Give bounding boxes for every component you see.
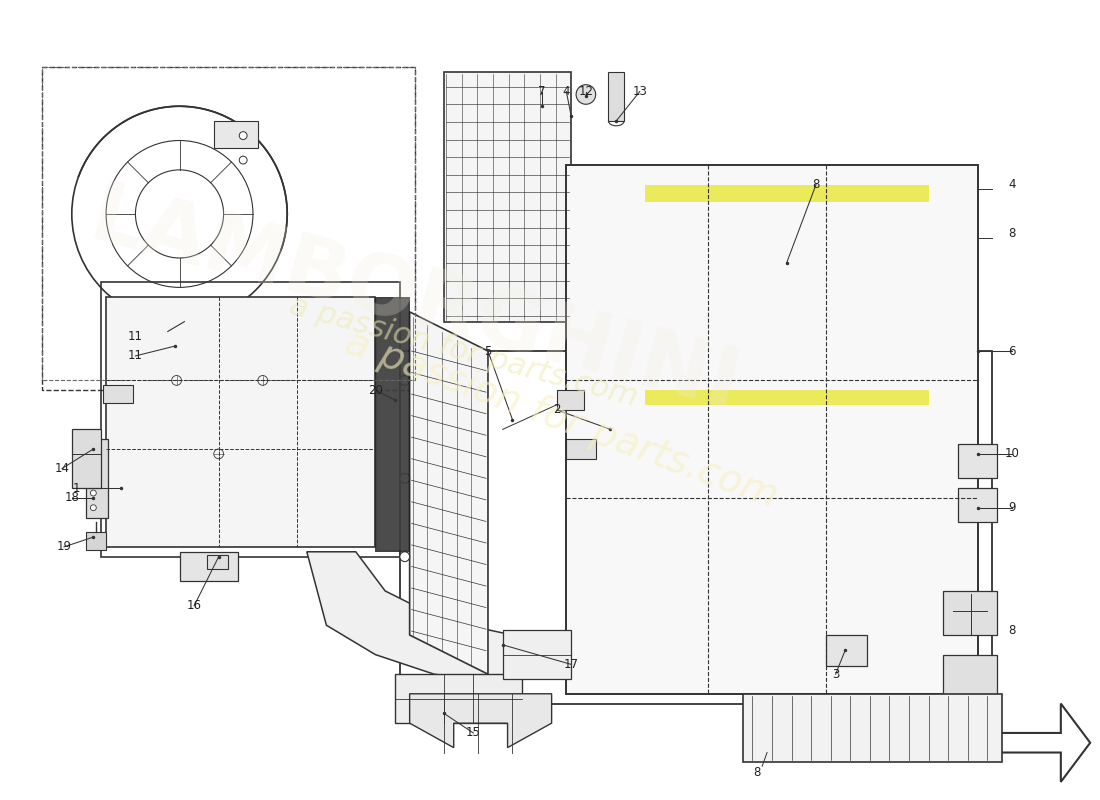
Bar (958, 444, 998, 478)
Bar (645, 185, 928, 202)
Bar (826, 635, 867, 666)
Circle shape (90, 505, 97, 510)
Bar (87, 532, 106, 550)
Text: 2: 2 (553, 403, 560, 416)
Text: 5: 5 (484, 345, 492, 358)
Circle shape (90, 490, 97, 496)
Bar (43, 67, 415, 381)
Circle shape (239, 132, 248, 139)
Bar (179, 552, 239, 581)
Text: a passion for parts.com: a passion for parts.com (340, 323, 783, 516)
Circle shape (239, 156, 248, 164)
Text: 9: 9 (1008, 502, 1015, 514)
Text: a passion for parts.com: a passion for parts.com (286, 290, 641, 411)
Text: 4: 4 (1008, 178, 1015, 191)
Text: 12: 12 (579, 85, 593, 98)
Text: 10: 10 (1004, 447, 1020, 460)
Circle shape (90, 451, 97, 457)
Circle shape (576, 85, 596, 104)
Bar (377, 299, 408, 550)
Text: 1: 1 (73, 482, 80, 494)
Text: 15: 15 (465, 726, 481, 739)
Text: 8: 8 (754, 766, 761, 778)
Text: LAMBORGHINI: LAMBORGHINI (81, 176, 748, 428)
Bar (645, 390, 928, 405)
Circle shape (399, 375, 409, 386)
Bar (207, 554, 229, 570)
Bar (503, 630, 571, 679)
Text: 19: 19 (56, 540, 72, 554)
Text: 11: 11 (128, 330, 143, 343)
Bar (944, 654, 998, 698)
Bar (87, 439, 108, 518)
Bar (375, 297, 409, 552)
Text: 8: 8 (1009, 227, 1015, 240)
Text: 6: 6 (1008, 345, 1015, 358)
Text: 17: 17 (563, 658, 579, 671)
Text: 11: 11 (128, 350, 143, 362)
Polygon shape (444, 72, 571, 322)
Circle shape (90, 470, 97, 476)
Text: 4: 4 (562, 85, 570, 98)
Polygon shape (742, 694, 1002, 762)
Bar (566, 439, 596, 458)
Text: 20: 20 (367, 384, 383, 397)
Bar (43, 67, 415, 390)
Text: 18: 18 (65, 491, 79, 505)
Bar (608, 72, 624, 121)
Bar (84, 444, 89, 469)
Text: 8: 8 (1009, 624, 1015, 637)
Polygon shape (982, 703, 1090, 782)
Circle shape (399, 552, 409, 562)
Polygon shape (409, 312, 488, 674)
Bar (72, 430, 101, 488)
Bar (944, 591, 998, 635)
Text: 14: 14 (55, 462, 69, 475)
Bar (557, 390, 584, 410)
Text: 3: 3 (832, 668, 839, 681)
Bar (566, 165, 978, 694)
Text: 8: 8 (812, 178, 820, 191)
Bar (77, 458, 91, 466)
Polygon shape (307, 552, 513, 684)
Bar (395, 674, 522, 723)
Polygon shape (409, 694, 551, 748)
Polygon shape (106, 297, 375, 547)
Circle shape (399, 474, 409, 483)
Bar (958, 488, 998, 522)
Text: 13: 13 (632, 85, 647, 98)
Text: 7: 7 (538, 85, 546, 98)
Bar (213, 121, 257, 148)
Text: 16: 16 (187, 599, 201, 612)
Bar (103, 386, 132, 403)
